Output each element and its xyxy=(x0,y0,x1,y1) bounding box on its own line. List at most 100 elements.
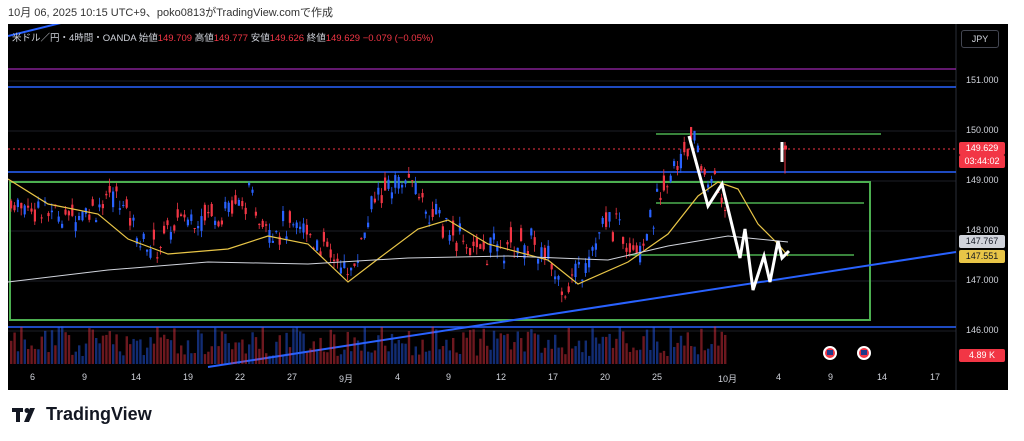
volume-bar xyxy=(540,352,543,364)
candle xyxy=(288,211,291,223)
candle xyxy=(724,210,727,212)
candle xyxy=(608,212,611,222)
candle xyxy=(142,233,145,240)
candle xyxy=(271,240,274,243)
volume-bar xyxy=(608,333,611,364)
chart-canvas[interactable] xyxy=(8,24,1008,390)
volume-bar xyxy=(547,339,550,364)
volume-tag: 4.89 K xyxy=(959,349,1005,362)
volume-bar xyxy=(533,333,536,364)
volume-bar xyxy=(693,346,696,364)
volume-bar xyxy=(656,341,659,364)
volume-bar xyxy=(537,334,540,364)
volume-bar xyxy=(649,349,652,364)
volume-bar xyxy=(441,346,445,364)
volume-bar xyxy=(496,338,499,364)
volume-bar xyxy=(554,334,557,364)
candle xyxy=(530,228,533,236)
candle xyxy=(329,249,332,258)
volume-bar xyxy=(509,349,513,364)
volume-bar xyxy=(84,343,88,364)
volume-bar xyxy=(469,330,472,364)
candle xyxy=(275,231,278,233)
candle xyxy=(588,256,591,268)
volume-bar xyxy=(380,326,383,364)
candle xyxy=(496,244,499,252)
volume-bar xyxy=(10,340,13,364)
candle xyxy=(367,222,370,228)
volume-bar xyxy=(129,344,132,364)
volume-bar xyxy=(258,348,261,364)
candle xyxy=(30,208,33,212)
price-chart[interactable]: 米ドル／円・4時間・OANDA 始値149.709 高値149.777 安値14… xyxy=(8,24,1008,390)
volume-bar xyxy=(438,349,441,364)
candle xyxy=(122,204,125,206)
candle xyxy=(13,205,16,211)
candle xyxy=(666,186,669,188)
candle xyxy=(414,182,417,195)
volume-bar xyxy=(632,347,635,364)
candle xyxy=(166,220,169,226)
candle xyxy=(394,175,397,188)
volume-bar xyxy=(224,333,227,364)
volume-bar xyxy=(180,345,183,364)
volume-bar xyxy=(271,355,275,364)
volume-bar xyxy=(193,353,196,364)
volume-bar xyxy=(516,331,519,364)
volume-bar xyxy=(142,355,145,364)
volume-bar xyxy=(571,348,574,364)
volume-bar xyxy=(108,331,111,364)
volume-bar xyxy=(346,331,349,364)
candle xyxy=(95,220,98,223)
volume-bar xyxy=(611,347,615,364)
candle xyxy=(47,213,50,217)
volume-bar xyxy=(231,349,234,364)
currency-button[interactable]: JPY xyxy=(961,30,999,48)
candle xyxy=(248,182,251,186)
volume-bar xyxy=(40,336,43,364)
candle xyxy=(431,209,434,217)
candle xyxy=(397,177,400,189)
us-flag-icon[interactable] xyxy=(823,346,837,360)
volume-bar xyxy=(628,351,632,364)
volume-bar xyxy=(152,343,156,364)
candle xyxy=(441,226,444,238)
volume-bar xyxy=(642,336,645,364)
volume-bar xyxy=(404,343,407,364)
candle xyxy=(363,232,366,239)
volume-bar xyxy=(591,328,594,364)
price-tick: 146.000 xyxy=(966,325,999,335)
volume-bar xyxy=(499,333,502,364)
volume-bar xyxy=(98,343,101,364)
volume-bar xyxy=(669,328,672,364)
volume-bar xyxy=(662,350,666,364)
time-tick: 19 xyxy=(183,372,194,382)
volume-bar xyxy=(139,339,142,364)
candle xyxy=(557,276,560,280)
us-flag-icon[interactable] xyxy=(857,346,871,360)
candle xyxy=(200,216,203,231)
volume-bar xyxy=(367,351,370,364)
candle xyxy=(350,267,353,271)
volume-bar xyxy=(183,354,186,364)
candle xyxy=(292,224,295,226)
candle xyxy=(149,249,152,258)
volume-bar xyxy=(299,331,302,364)
volume-bar xyxy=(588,355,591,364)
volume-bar xyxy=(577,340,581,364)
volume-bar xyxy=(645,329,649,364)
candle xyxy=(377,187,380,195)
volume-bar xyxy=(67,335,71,364)
symbol-label[interactable]: 米ドル／円・4時間・OANDA xyxy=(12,33,137,44)
volume-bar xyxy=(411,355,414,364)
candle xyxy=(108,186,111,193)
volume-bar xyxy=(23,339,26,364)
candle xyxy=(74,222,77,232)
time-tick: 4 xyxy=(395,372,401,382)
volume-bar xyxy=(251,332,254,364)
volume-bar xyxy=(717,345,720,364)
volume-bar xyxy=(475,355,479,364)
candle xyxy=(132,217,135,221)
candle xyxy=(523,245,526,259)
candle xyxy=(258,223,261,226)
